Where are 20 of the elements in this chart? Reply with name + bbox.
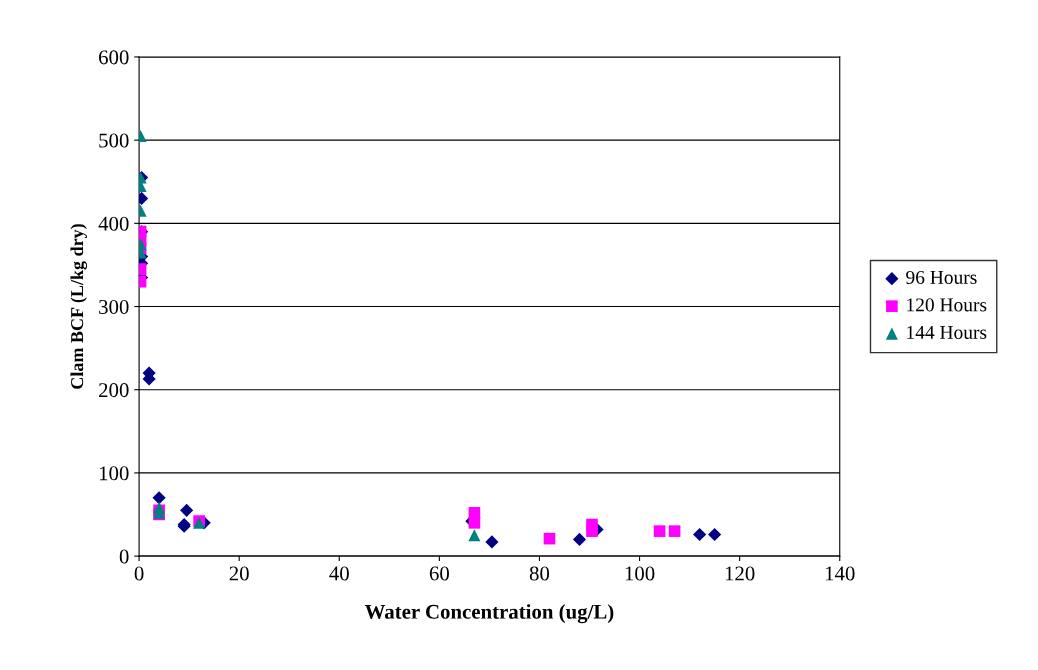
x-axis-title: Water Concentration (ug/L) bbox=[364, 604, 614, 624]
y-tick-label: 200 bbox=[99, 383, 129, 398]
x-tick-label: 20 bbox=[229, 566, 249, 581]
x-tick-label: 100 bbox=[625, 566, 655, 581]
y-tick-label: 600 bbox=[99, 50, 129, 65]
y-tick-label: 0 bbox=[119, 549, 129, 564]
y-tick-label: 400 bbox=[98, 216, 129, 231]
y-axis-title: Clam BCF (L/kg dry) bbox=[70, 224, 88, 389]
x-tick-label: 60 bbox=[429, 566, 449, 581]
x-tick-label: 40 bbox=[329, 566, 349, 581]
legend-label: 144 Hours bbox=[907, 325, 987, 339]
y-tick-label: 500 bbox=[99, 133, 129, 148]
x-tick-label: 80 bbox=[529, 566, 550, 581]
legend-label: 120 Hours bbox=[907, 298, 987, 312]
x-tick-label: 140 bbox=[825, 566, 855, 581]
y-tick-label: 300 bbox=[99, 299, 129, 314]
y-tick-label: 100 bbox=[99, 466, 129, 481]
x-tick-label: 0 bbox=[134, 566, 144, 581]
x-tick-label: 120 bbox=[725, 566, 755, 581]
legend-label: 96 Hours bbox=[906, 270, 977, 284]
